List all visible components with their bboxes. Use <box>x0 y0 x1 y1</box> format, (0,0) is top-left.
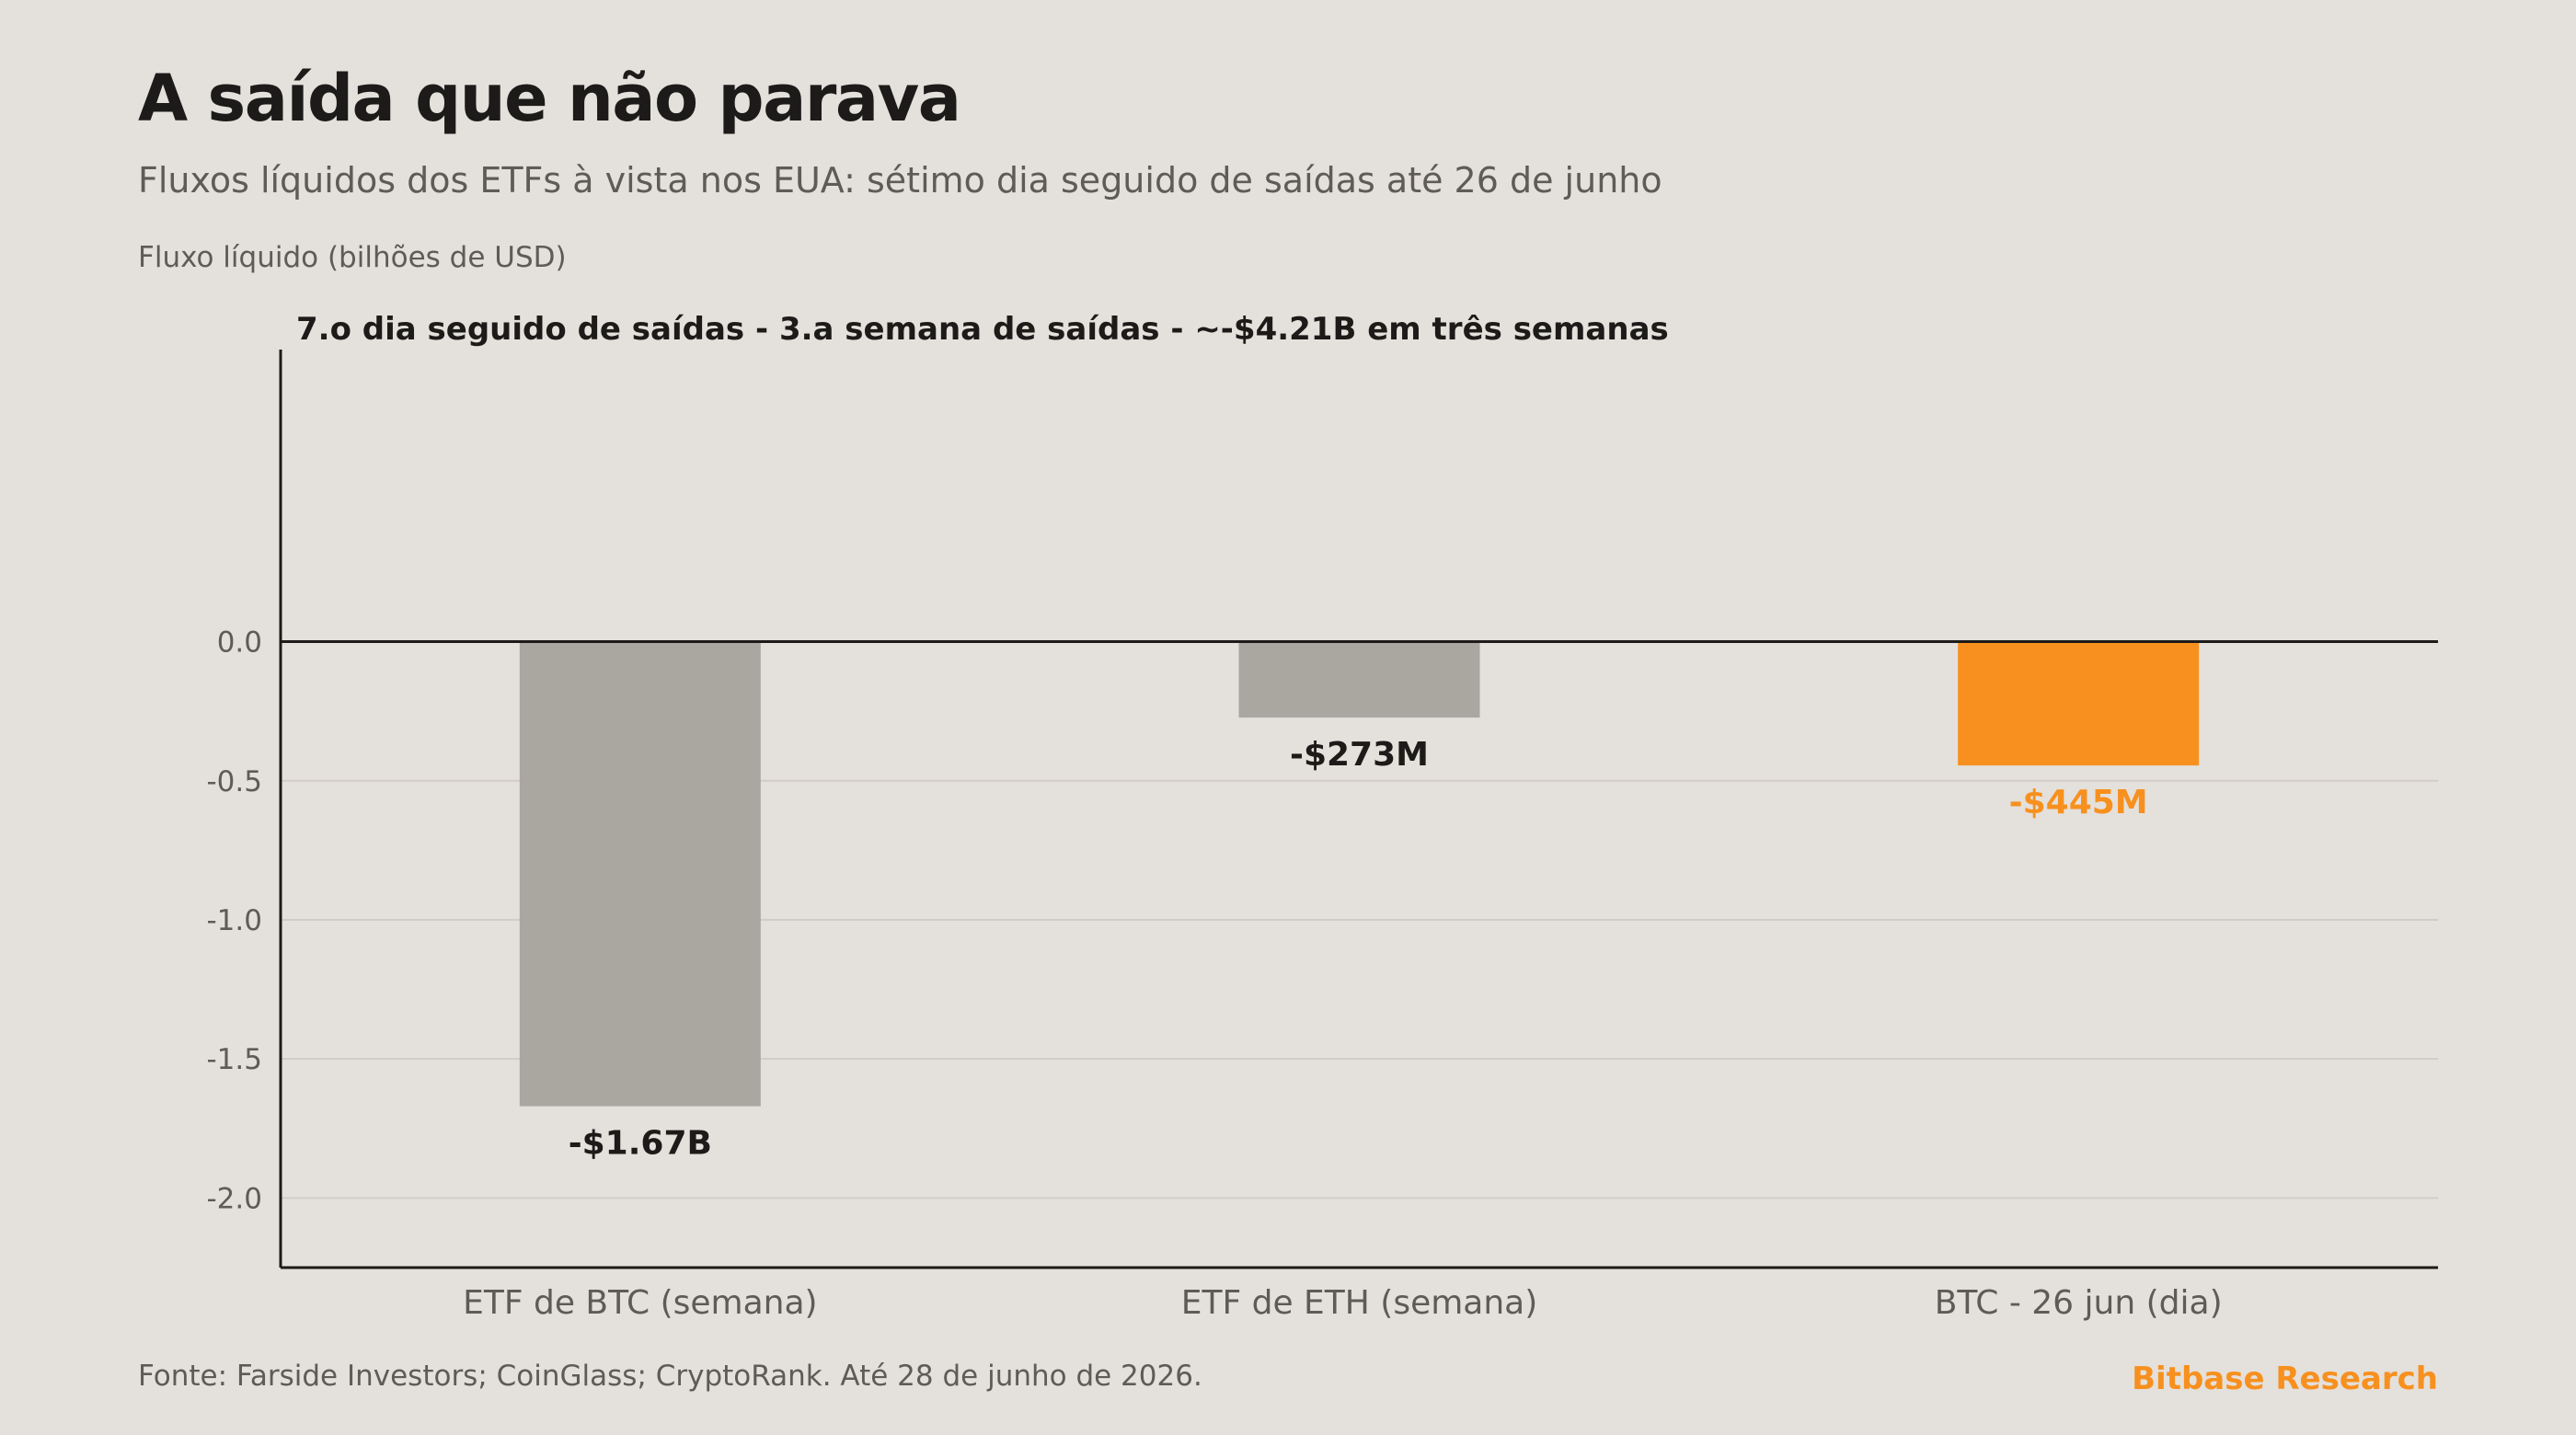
bar <box>1958 641 2200 766</box>
value-label: -$445M <box>2009 784 2148 821</box>
bar <box>519 641 761 1107</box>
y-tick-label: 0.0 <box>217 626 262 660</box>
y-tick-label: -0.5 <box>207 765 263 798</box>
chart-title: A saída que não parava <box>138 61 961 136</box>
y-axis-label: Fluxo líquido (bilhões de USD) <box>138 241 567 274</box>
y-tick-label: -2.0 <box>207 1182 263 1215</box>
value-label: -$273M <box>1290 736 1429 774</box>
category-labels: ETF de BTC (semana) ETF de ETH (semana) BT… <box>463 1284 2223 1322</box>
category-label: ETF de BTC (semana) <box>463 1284 818 1322</box>
y-tick-label: -1.5 <box>207 1043 263 1076</box>
y-tick-labels: 0.0 -0.5 -1.0 -1.5 -2.0 <box>207 626 263 1216</box>
category-label: ETF de ETH (semana) <box>1181 1284 1538 1322</box>
bar <box>1238 641 1480 718</box>
chart-subtitle: Fluxos líquidos dos ETFs à vista nos EUA… <box>138 160 1662 201</box>
value-labels: -$1.67B -$273M -$445M <box>569 736 2148 1162</box>
value-label: -$1.67B <box>569 1125 712 1163</box>
source-note: Fonte: Farside Investors; CoinGlass; Cry… <box>138 1360 1202 1393</box>
y-tick-label: -1.0 <box>207 904 263 937</box>
chart-annotation: 7.o dia seguido de saídas - 3.a semana d… <box>296 311 1669 348</box>
bars <box>519 641 2200 1107</box>
brand-logo-text: Bitbase Research <box>2132 1360 2438 1397</box>
category-label: BTC - 26 jun (dia) <box>1935 1284 2223 1322</box>
axes <box>279 350 2438 1269</box>
